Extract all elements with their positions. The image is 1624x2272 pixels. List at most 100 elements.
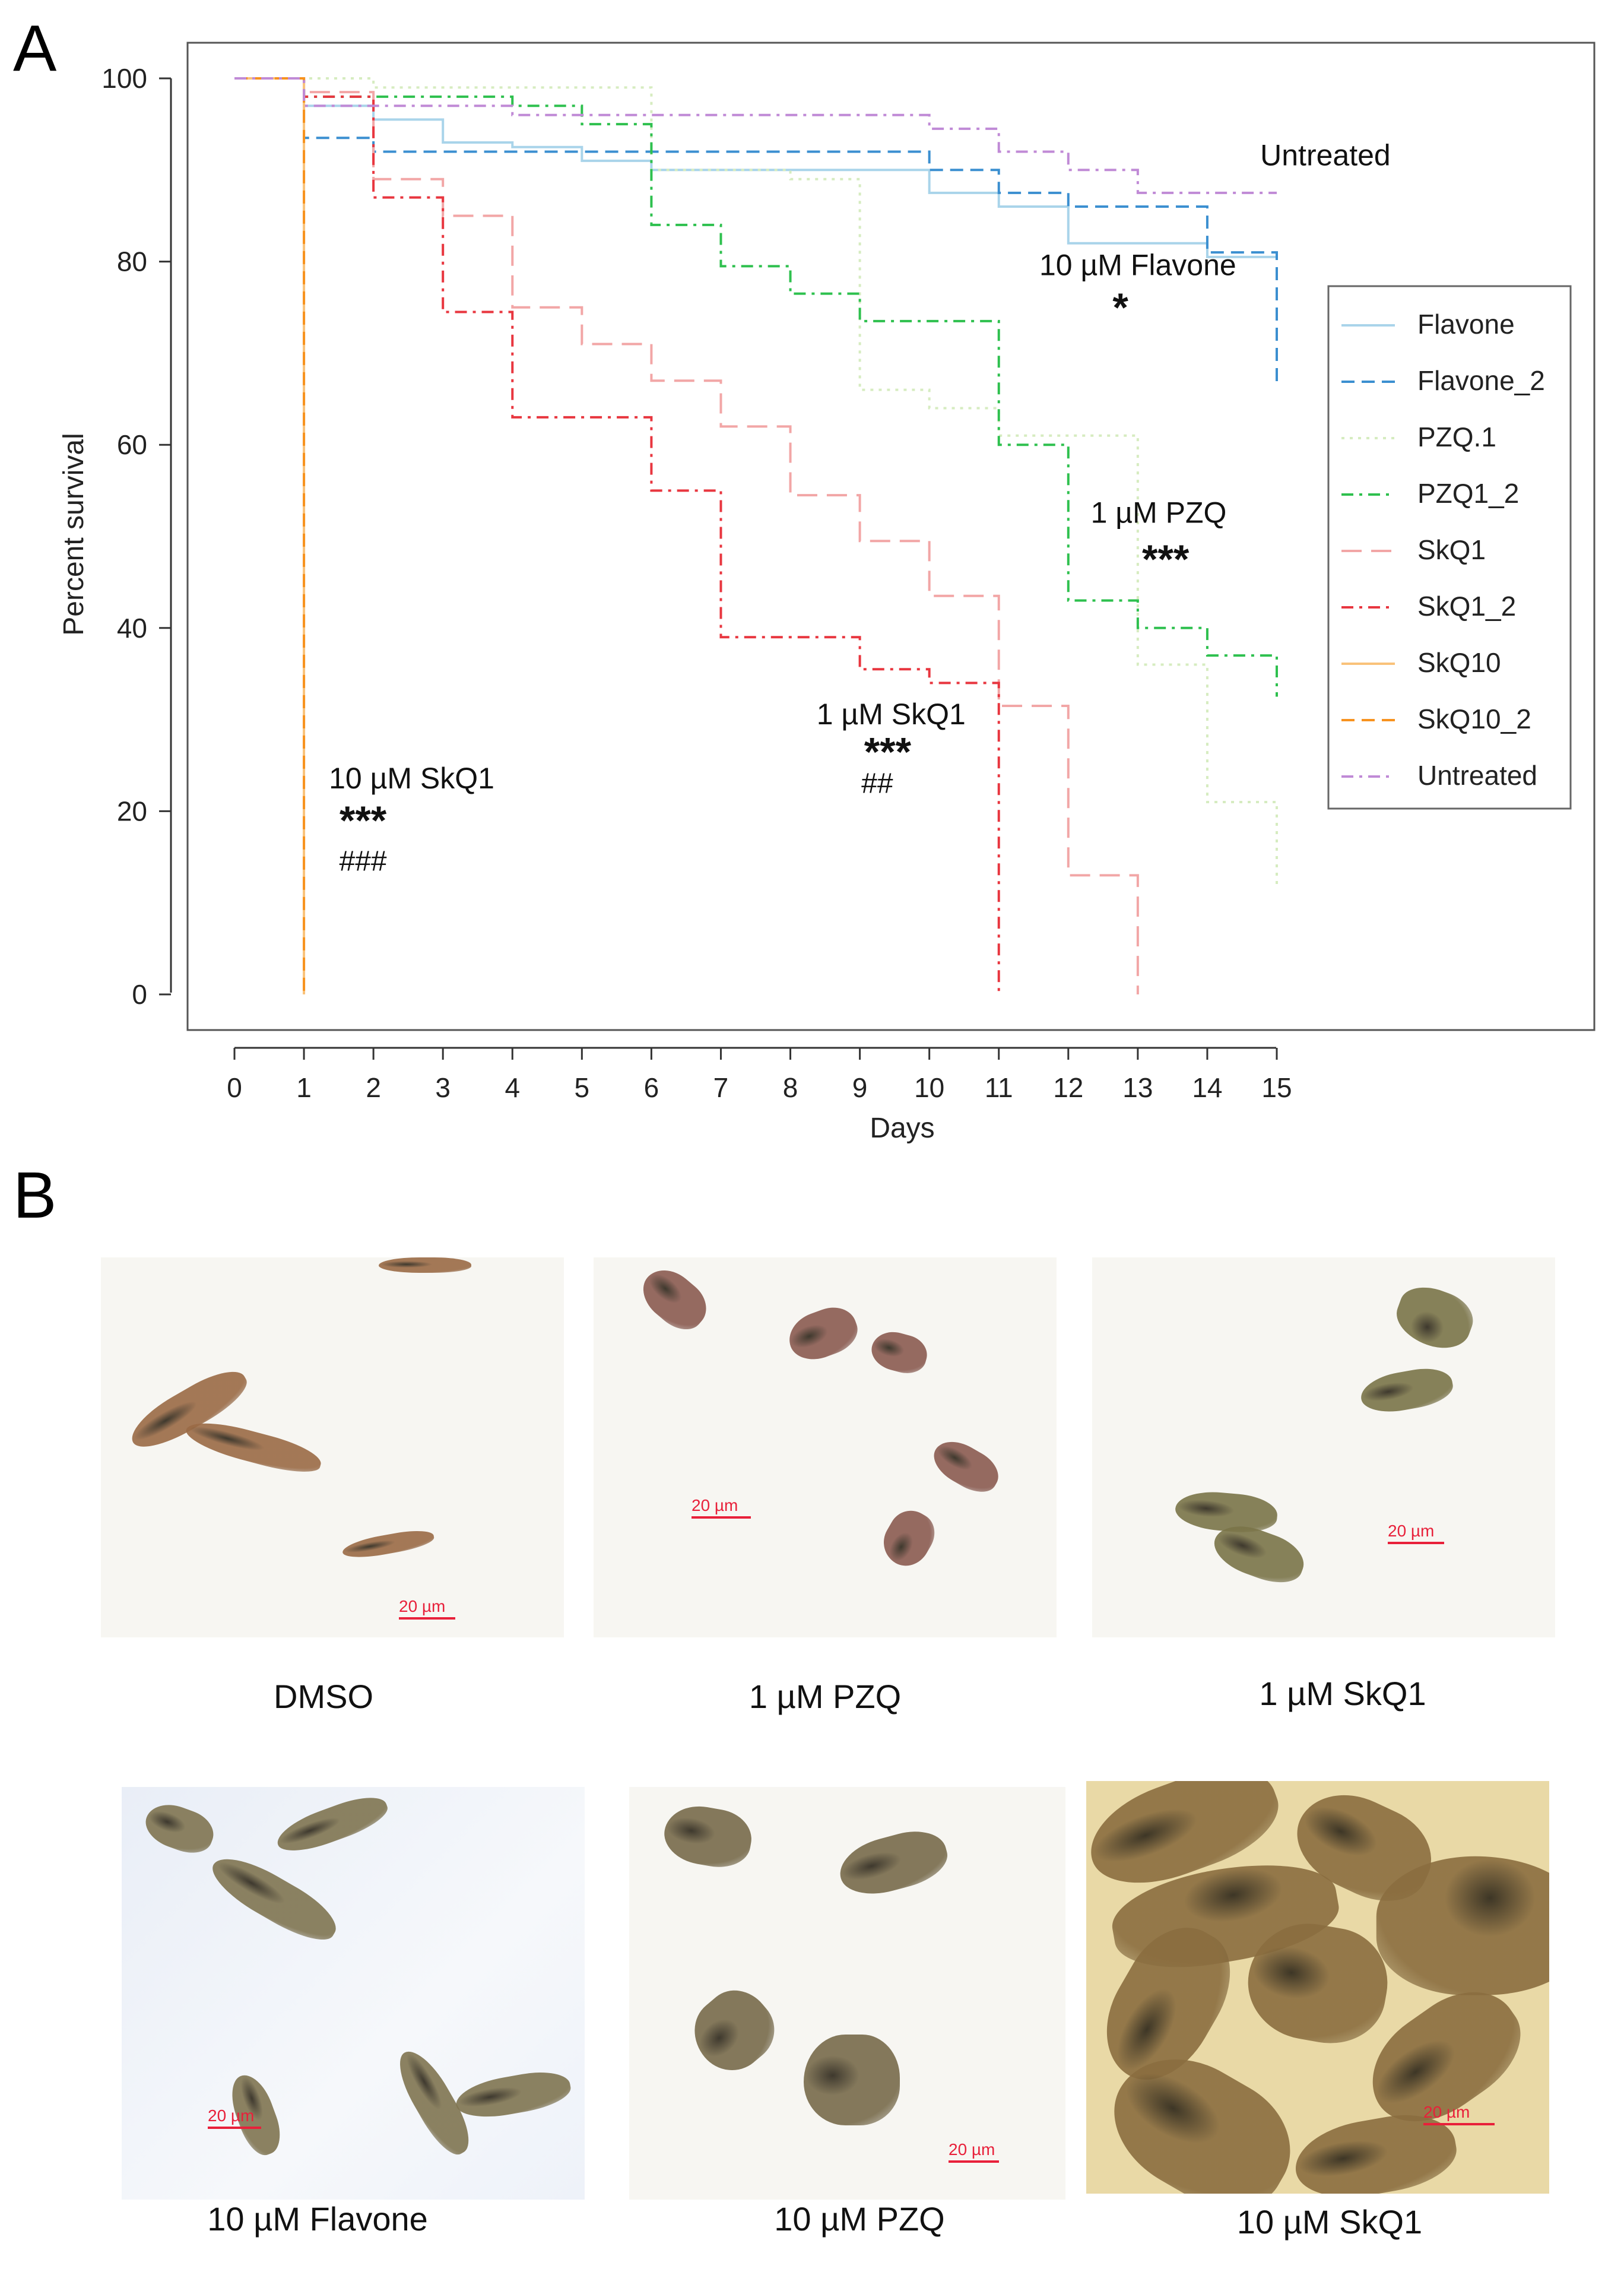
x-tick-label: 15 xyxy=(1261,1072,1292,1103)
panel-b-letter: B xyxy=(13,1159,57,1232)
series-flavone-line xyxy=(234,77,1277,258)
x-tick-label: 11 xyxy=(985,1072,1013,1103)
scale-bar: 20 µm xyxy=(949,2140,999,2163)
annotation-2: * xyxy=(1112,285,1128,330)
schistosomulum-shape xyxy=(139,1796,220,1860)
micrograph-caption: DMSO xyxy=(274,1678,373,1715)
annotation-3: 1 µM PZQ xyxy=(1091,496,1227,529)
x-tick-label: 3 xyxy=(435,1072,451,1103)
schistosomulum-shape xyxy=(833,1823,953,1903)
legend-label: PZQ1_2 xyxy=(1417,478,1519,509)
annotation-0: Untreated xyxy=(1260,139,1391,172)
micrograph-5 xyxy=(629,1787,1065,2200)
schistosomulum-shape xyxy=(182,1414,325,1480)
scale-bar-label: 20 µm xyxy=(949,2140,995,2159)
micrograph-caption: 1 µM SkQ1 xyxy=(1259,1675,1426,1712)
annotation-10: ### xyxy=(340,846,387,877)
annotation-5: 1 µM SkQ1 xyxy=(817,698,966,731)
series-pzq-1-line xyxy=(234,77,1278,885)
micrograph-6 xyxy=(1086,1781,1549,2194)
x-tick-label: 7 xyxy=(713,1072,729,1103)
schistosomulum-shape xyxy=(867,1326,931,1379)
scale-bar: 20 µm xyxy=(1388,1522,1444,1544)
y-tick-label: 100 xyxy=(102,63,147,94)
micrograph-3 xyxy=(1092,1257,1555,1637)
series-skq10-2-line xyxy=(234,77,306,994)
scale-bar: 20 µm xyxy=(399,1597,455,1620)
annotation-8: 10 µM SkQ1 xyxy=(329,762,494,795)
scale-bar: 20 µm xyxy=(208,2106,261,2129)
annotation-1: 10 µM Flavone xyxy=(1039,249,1236,282)
scale-bar-label: 20 µm xyxy=(1423,2103,1470,2121)
annotation-6: *** xyxy=(864,729,912,774)
schistosomulum-shape xyxy=(804,2035,900,2125)
scale-bar-label: 20 µm xyxy=(399,1597,446,1615)
schistosomulum-shape xyxy=(633,1259,716,1339)
x-tick-label: 0 xyxy=(227,1072,242,1103)
scale-bar-line xyxy=(692,1516,751,1519)
legend-label: Untreated xyxy=(1417,760,1537,791)
schistosomulum-shape xyxy=(204,1846,345,1951)
legend-label: Flavone xyxy=(1417,309,1515,340)
y-tick-label: 20 xyxy=(117,796,147,826)
micrograph-4 xyxy=(122,1787,585,2200)
x-tick-label: 2 xyxy=(366,1072,381,1103)
y-tick-label: 80 xyxy=(117,246,147,277)
scale-bar-label: 20 µm xyxy=(692,1496,738,1514)
y-tick-label: 60 xyxy=(117,429,147,460)
scale-bar-line xyxy=(1388,1542,1444,1544)
scale-bar-label: 20 µm xyxy=(1388,1522,1435,1540)
micrograph-caption: 10 µM SkQ1 xyxy=(1236,2203,1423,2241)
panel-a-letter: A xyxy=(13,12,57,85)
schistosomulum-shape xyxy=(782,1300,864,1367)
y-tick-label: 40 xyxy=(117,613,147,644)
series-skq10-line xyxy=(234,77,306,994)
micrograph-caption: 1 µM PZQ xyxy=(748,1678,902,1715)
x-axis-label: Days xyxy=(870,1113,934,1144)
micrograph-1 xyxy=(101,1257,564,1637)
schistosomulum-shape xyxy=(1390,1279,1480,1358)
micrograph-2 xyxy=(594,1257,1057,1637)
series-flavone-2-line xyxy=(234,77,1278,385)
scale-bar-line xyxy=(208,2127,261,2129)
x-tick-label: 13 xyxy=(1122,1072,1153,1103)
series-skq1-line xyxy=(234,77,1139,994)
legend-label: SkQ1 xyxy=(1417,534,1486,565)
y-axis-label: Percent survival xyxy=(58,433,90,635)
series-untreated-line xyxy=(234,77,1277,194)
x-tick-label: 8 xyxy=(783,1072,798,1103)
schistosomulum-shape xyxy=(659,1800,756,1873)
scale-bar-line xyxy=(1423,2123,1495,2125)
x-tick-label: 4 xyxy=(505,1072,520,1103)
scale-bar: 20 µm xyxy=(692,1496,751,1519)
scale-bar-line xyxy=(949,2160,999,2163)
series-layer xyxy=(234,77,1278,994)
scale-bar-line xyxy=(399,1617,455,1620)
series-skq1-2-line xyxy=(234,77,1000,994)
scale-bar-label: 20 µm xyxy=(208,2106,255,2125)
schistosomulum-shape xyxy=(452,2066,573,2123)
schistosomulum-shape xyxy=(680,1976,788,2084)
y-tick-label: 0 xyxy=(132,979,147,1010)
x-tick-label: 14 xyxy=(1192,1072,1222,1103)
schistosomulum-shape xyxy=(1376,1856,1549,1995)
micrograph-caption: 10 µM PZQ xyxy=(774,2200,945,2238)
legend: Flavone Flavone_2 PZQ.1 PZQ1_2 SkQ1 SkQ1_2 SkQ… xyxy=(1327,285,1572,810)
legend-label: SkQ10 xyxy=(1417,647,1501,678)
legend-box xyxy=(1327,285,1572,810)
x-tick-label: 10 xyxy=(914,1072,944,1103)
schistosomulum-shape xyxy=(874,1503,943,1574)
scale-bar: 20 µm xyxy=(1423,2103,1495,2125)
legend-label: SkQ10_2 xyxy=(1417,704,1531,734)
x-tick-label: 9 xyxy=(852,1072,868,1103)
annotation-4: *** xyxy=(1142,537,1190,582)
legend-label: PZQ.1 xyxy=(1417,422,1496,452)
legend-label: Flavone_2 xyxy=(1417,365,1545,396)
schistosomulum-shape xyxy=(341,1526,436,1562)
x-tick-label: 5 xyxy=(575,1072,590,1103)
schistosomulum-shape xyxy=(272,1789,393,1860)
